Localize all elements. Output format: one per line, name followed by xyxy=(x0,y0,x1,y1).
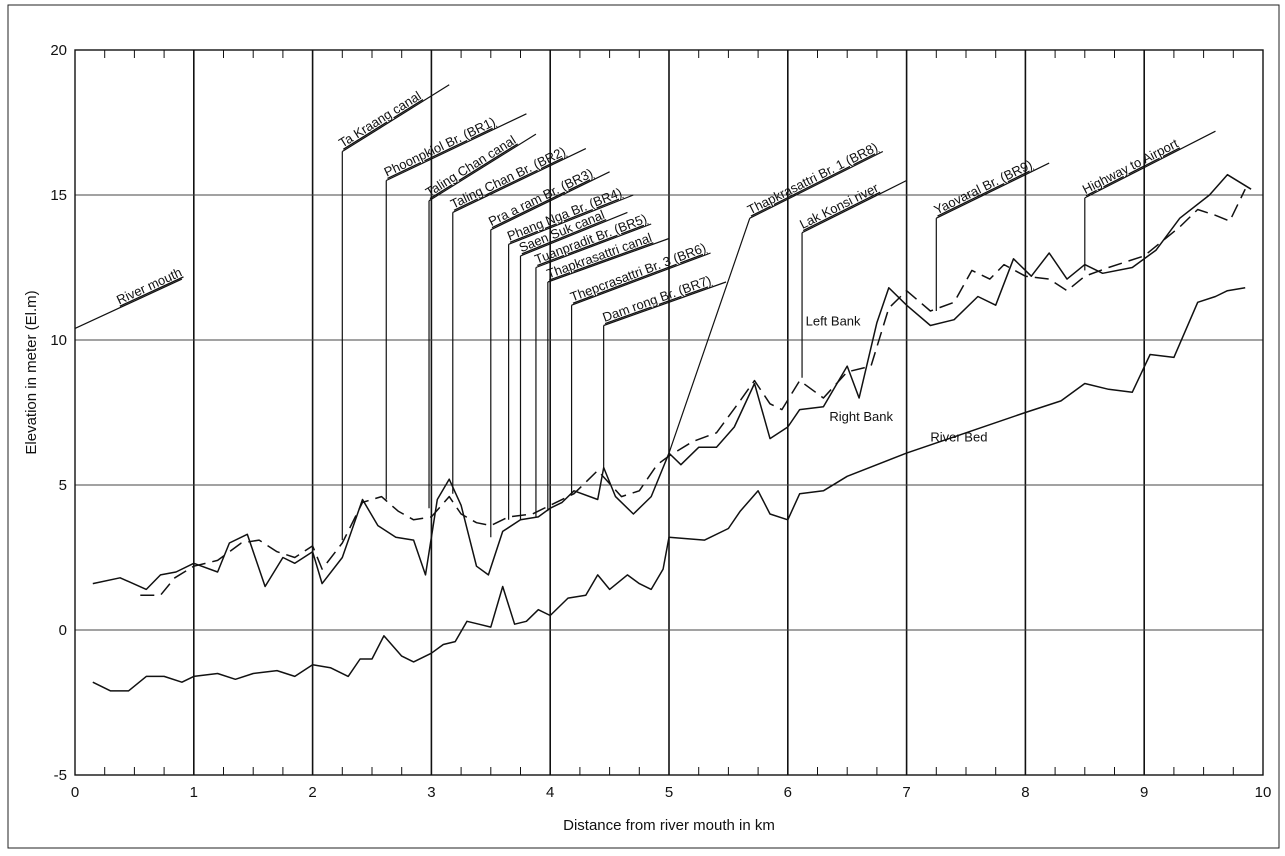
series-label: Left Bank xyxy=(806,314,861,329)
annotation-leader xyxy=(490,171,610,231)
x-tick-label: 5 xyxy=(665,784,673,801)
series-line-right-bank xyxy=(92,173,1252,591)
annotation-leader xyxy=(801,179,907,234)
annotation-leader xyxy=(571,252,711,306)
series-label: Right Bank xyxy=(829,409,893,424)
annotation-leader xyxy=(547,237,670,283)
plot-area xyxy=(74,49,1264,776)
annotation-leader xyxy=(428,133,537,202)
y-tick-label: 10 xyxy=(50,332,67,349)
annotation-leader xyxy=(936,162,1050,219)
x-tick-label: 7 xyxy=(902,784,910,801)
y-tick-label: 5 xyxy=(59,477,67,494)
y-tick-label: 20 xyxy=(50,42,67,59)
annotation-leader xyxy=(452,148,587,213)
x-tick-label: 1 xyxy=(190,784,198,801)
y-tick-label: 0 xyxy=(59,622,67,639)
x-tick-label: 9 xyxy=(1140,784,1148,801)
series-line-left-bank xyxy=(140,188,1246,596)
annotation-leader xyxy=(520,211,628,257)
annotation-leader xyxy=(668,218,751,454)
series-label: River Bed xyxy=(930,430,987,445)
annotation-leader xyxy=(508,194,634,245)
x-tick-label: 8 xyxy=(1021,784,1029,801)
annotation-leader xyxy=(749,150,884,219)
y-tick-label: 15 xyxy=(50,187,67,204)
x-tick-label: 3 xyxy=(427,784,435,801)
x-tick-label: 4 xyxy=(546,784,554,801)
grid-lines xyxy=(75,50,1263,775)
annotation-leader xyxy=(385,113,527,182)
annotation-leader xyxy=(603,281,727,327)
annotation-leader xyxy=(1084,130,1216,199)
y-axis-title: Elevation in meter (El.m) xyxy=(23,290,40,454)
x-axis-title: Distance from river mouth in km xyxy=(563,817,775,834)
series-line-river-bed xyxy=(92,287,1246,692)
x-tick-label: 6 xyxy=(784,784,792,801)
series-lines: Left Bank Right Bank River Bed xyxy=(92,173,1252,692)
annotation-leader xyxy=(341,84,450,153)
x-tick-label: 10 xyxy=(1255,784,1272,801)
annotation-leader xyxy=(535,223,652,269)
y-tick-label: -5 xyxy=(54,767,67,784)
annotation-leader xyxy=(74,278,183,329)
x-tick-label: 2 xyxy=(308,784,316,801)
x-tick-label: 0 xyxy=(71,784,79,801)
